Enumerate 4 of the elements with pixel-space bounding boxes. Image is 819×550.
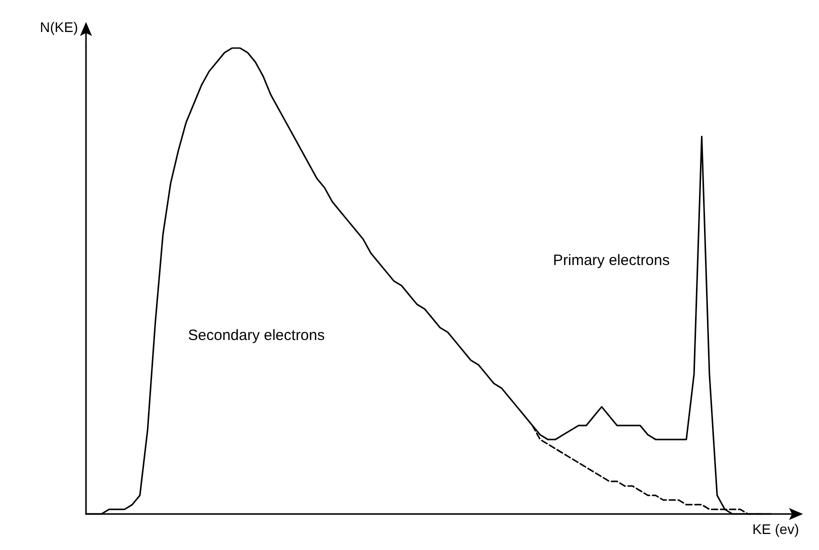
y-axis-title: N(KE) [40,19,78,35]
annotation: Primary electrons [553,252,670,269]
x-axis-title: KE (ev) [752,521,800,537]
annotation: Secondary electrons [188,327,325,344]
